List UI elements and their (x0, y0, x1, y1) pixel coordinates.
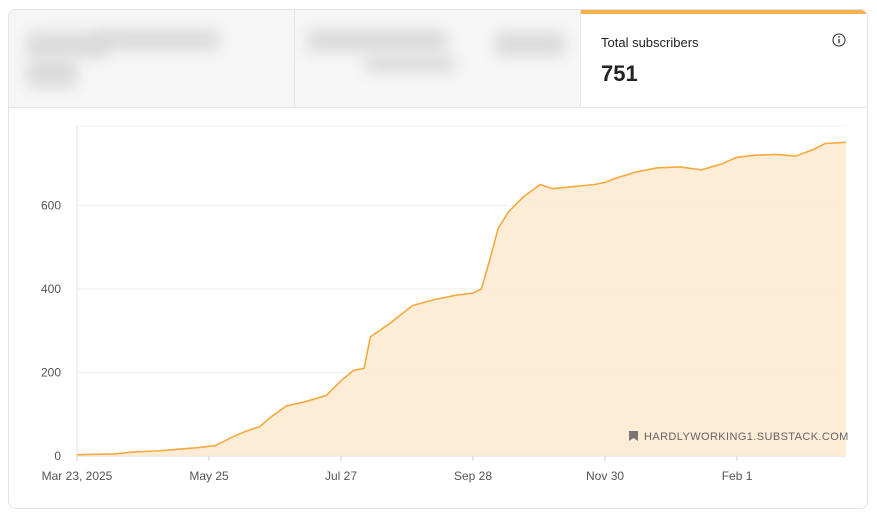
metric-tab-total-subscribers[interactable]: Total subscribers 751 (581, 10, 867, 107)
x-tick-label: May 25 (189, 469, 229, 483)
y-tick-label: 400 (41, 282, 61, 296)
x-tick-label: Mar 23, 2025 (42, 469, 113, 483)
x-tick-label: Feb 1 (722, 469, 753, 483)
x-tick-label: Nov 30 (586, 469, 624, 483)
metrics-header: Total subscribers 751 (9, 10, 867, 108)
metric-tab-blurred-1[interactable] (9, 10, 295, 107)
y-tick-label: 600 (41, 198, 61, 212)
blurred-label (307, 30, 447, 52)
blurred-value (365, 56, 455, 72)
info-icon[interactable] (832, 33, 846, 47)
blurred-label (495, 32, 565, 56)
metric-value: 751 (601, 61, 638, 86)
y-tick-label: 200 (41, 365, 61, 379)
x-tick-label: Jul 27 (325, 469, 357, 483)
bookmark-icon (629, 431, 638, 441)
watermark: HARDLYWORKING1.SUBSTACK.COM (629, 431, 849, 443)
blurred-value (27, 60, 77, 88)
y-tick-label: 0 (54, 449, 61, 463)
metric-label: Total subscribers (601, 35, 699, 50)
area-fill (77, 142, 846, 457)
series-line (76, 141, 847, 456)
blurred-label (99, 30, 219, 50)
x-tick-label: Sep 28 (454, 469, 492, 483)
metric-tab-blurred-2[interactable] (295, 10, 581, 107)
blurred-label (27, 32, 107, 58)
watermark-text: HARDLYWORKING1.SUBSTACK.COM (644, 431, 849, 443)
